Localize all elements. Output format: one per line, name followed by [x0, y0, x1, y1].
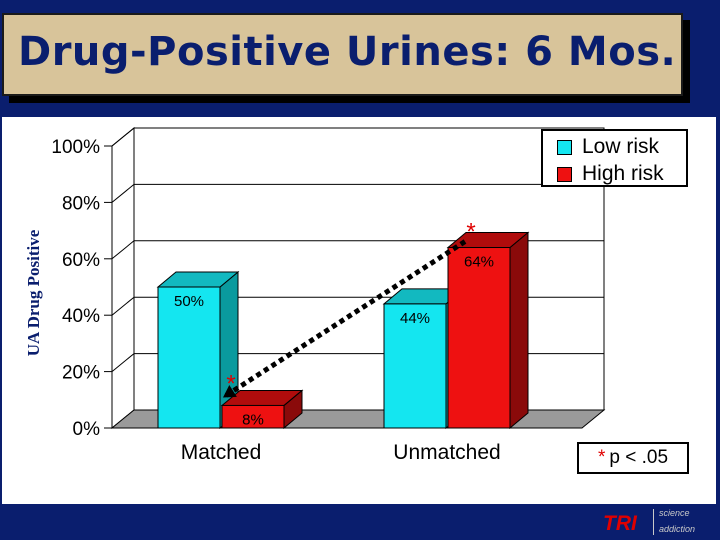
significance-star: *: [597, 447, 606, 468]
x-tick-label: Matched: [181, 441, 262, 464]
bar: [383, 303, 447, 429]
y-axis-label: UA Drug Positive: [24, 229, 43, 357]
y-tick-label: 40%: [62, 306, 100, 327]
bar-data-label: 8%: [242, 411, 264, 428]
significance-arrow-line: [221, 239, 467, 400]
y-tick-label: 0%: [73, 419, 101, 440]
bar-side: [509, 231, 529, 430]
legend-swatch-low-risk: [557, 139, 572, 155]
significance-star-matched: *: [226, 370, 235, 397]
y-tick-label: 100%: [51, 137, 100, 158]
legend-item-high-risk: High risk: [557, 162, 664, 186]
gridline-side: [111, 127, 135, 147]
legend-label-high-risk: High risk: [582, 162, 664, 185]
tri-logo: TRI: [603, 512, 637, 535]
y-tick-label: 80%: [62, 193, 100, 214]
logo-subtext-addiction: addiction: [659, 524, 696, 534]
x-tick-label: Unmatched: [393, 441, 500, 464]
slide-title: Drug-Positive Urines: 6 Mos.: [18, 29, 677, 75]
bar: [157, 286, 221, 429]
legend: Low risk High risk: [541, 129, 688, 187]
legend-item-low-risk: Low risk: [557, 135, 659, 159]
bar-data-label: 50%: [174, 293, 204, 310]
bar: [221, 404, 285, 429]
bar-data-label: 64%: [464, 254, 494, 271]
footer-bar: TRI science addiction: [0, 504, 720, 540]
significance-note: * p < .05: [577, 442, 689, 474]
logo-divider: [653, 509, 654, 535]
bar: [447, 247, 511, 429]
logo-subtext-science: science: [659, 508, 690, 518]
significance-star-unmatched: *: [466, 219, 475, 246]
legend-label-low-risk: Low risk: [582, 135, 660, 158]
legend-swatch-high-risk: [557, 166, 572, 182]
y-tick-label: 60%: [62, 250, 100, 271]
gridline-side: [111, 240, 135, 260]
chart-side-wall: [111, 126, 135, 430]
gridline-side: [111, 353, 135, 372]
gridline-side: [111, 296, 135, 316]
title-box: Drug-Positive Urines: 6 Mos.: [2, 13, 683, 96]
gridline-side: [111, 184, 135, 203]
y-tick-label: 20%: [62, 363, 100, 384]
significance-arrow-head: [223, 385, 237, 398]
significance-text: p < .05: [609, 447, 669, 468]
bar-data-label: 44%: [400, 310, 430, 327]
